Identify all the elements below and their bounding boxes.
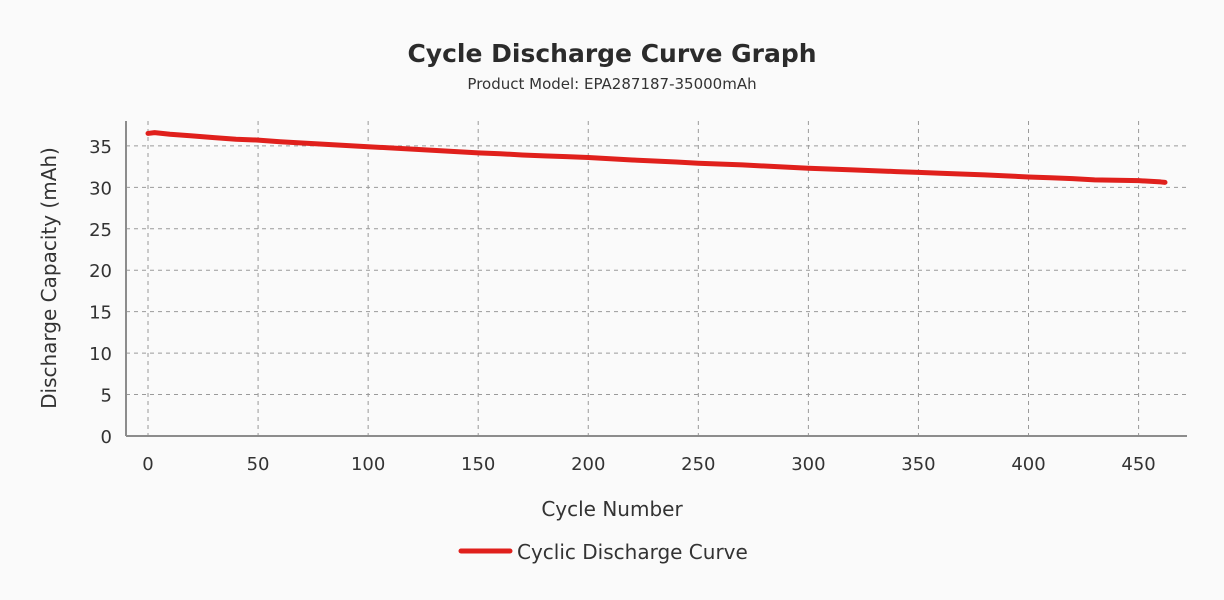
chart-title: Cycle Discharge Curve Graph [407, 39, 816, 68]
x-tick-labels: 0 50 100 150 200 250 300 350 400 450 [142, 454, 1155, 475]
x-tick-label: 350 [901, 454, 935, 475]
y-tick-label: 5 [101, 386, 112, 407]
x-axis-label: Cycle Number [541, 497, 683, 521]
x-tick-label: 250 [681, 454, 715, 475]
x-tick-label: 450 [1121, 454, 1155, 475]
legend[interactable]: Cyclic Discharge Curve [458, 540, 748, 564]
grid-layer [126, 121, 1187, 436]
x-tick-label: 200 [571, 454, 605, 475]
legend-label: Cyclic Discharge Curve [517, 540, 748, 564]
x-tick-label: 400 [1011, 454, 1045, 475]
y-tick-label: 0 [101, 427, 112, 448]
series-line-cyclic-discharge [145, 130, 1168, 185]
y-tick-label: 15 [89, 303, 112, 324]
x-tick-label: 0 [142, 454, 153, 475]
x-tick-label: 150 [461, 454, 495, 475]
chart-subtitle: Product Model: EPA287187-35000mAh [467, 75, 756, 93]
y-axis-label: Discharge Capacity (mAh) [37, 147, 61, 409]
y-tick-label: 25 [89, 220, 112, 241]
y-tick-label: 35 [89, 137, 112, 158]
y-tick-label: 20 [89, 261, 112, 282]
y-tick-label: 10 [89, 344, 112, 365]
x-tick-label: 50 [247, 454, 270, 475]
y-tick-labels: 0 5 10 15 20 25 30 35 [89, 137, 112, 448]
y-tick-label: 30 [89, 178, 112, 199]
series-layer [145, 130, 1168, 185]
x-tick-label: 300 [791, 454, 825, 475]
x-tick-label: 100 [351, 454, 385, 475]
